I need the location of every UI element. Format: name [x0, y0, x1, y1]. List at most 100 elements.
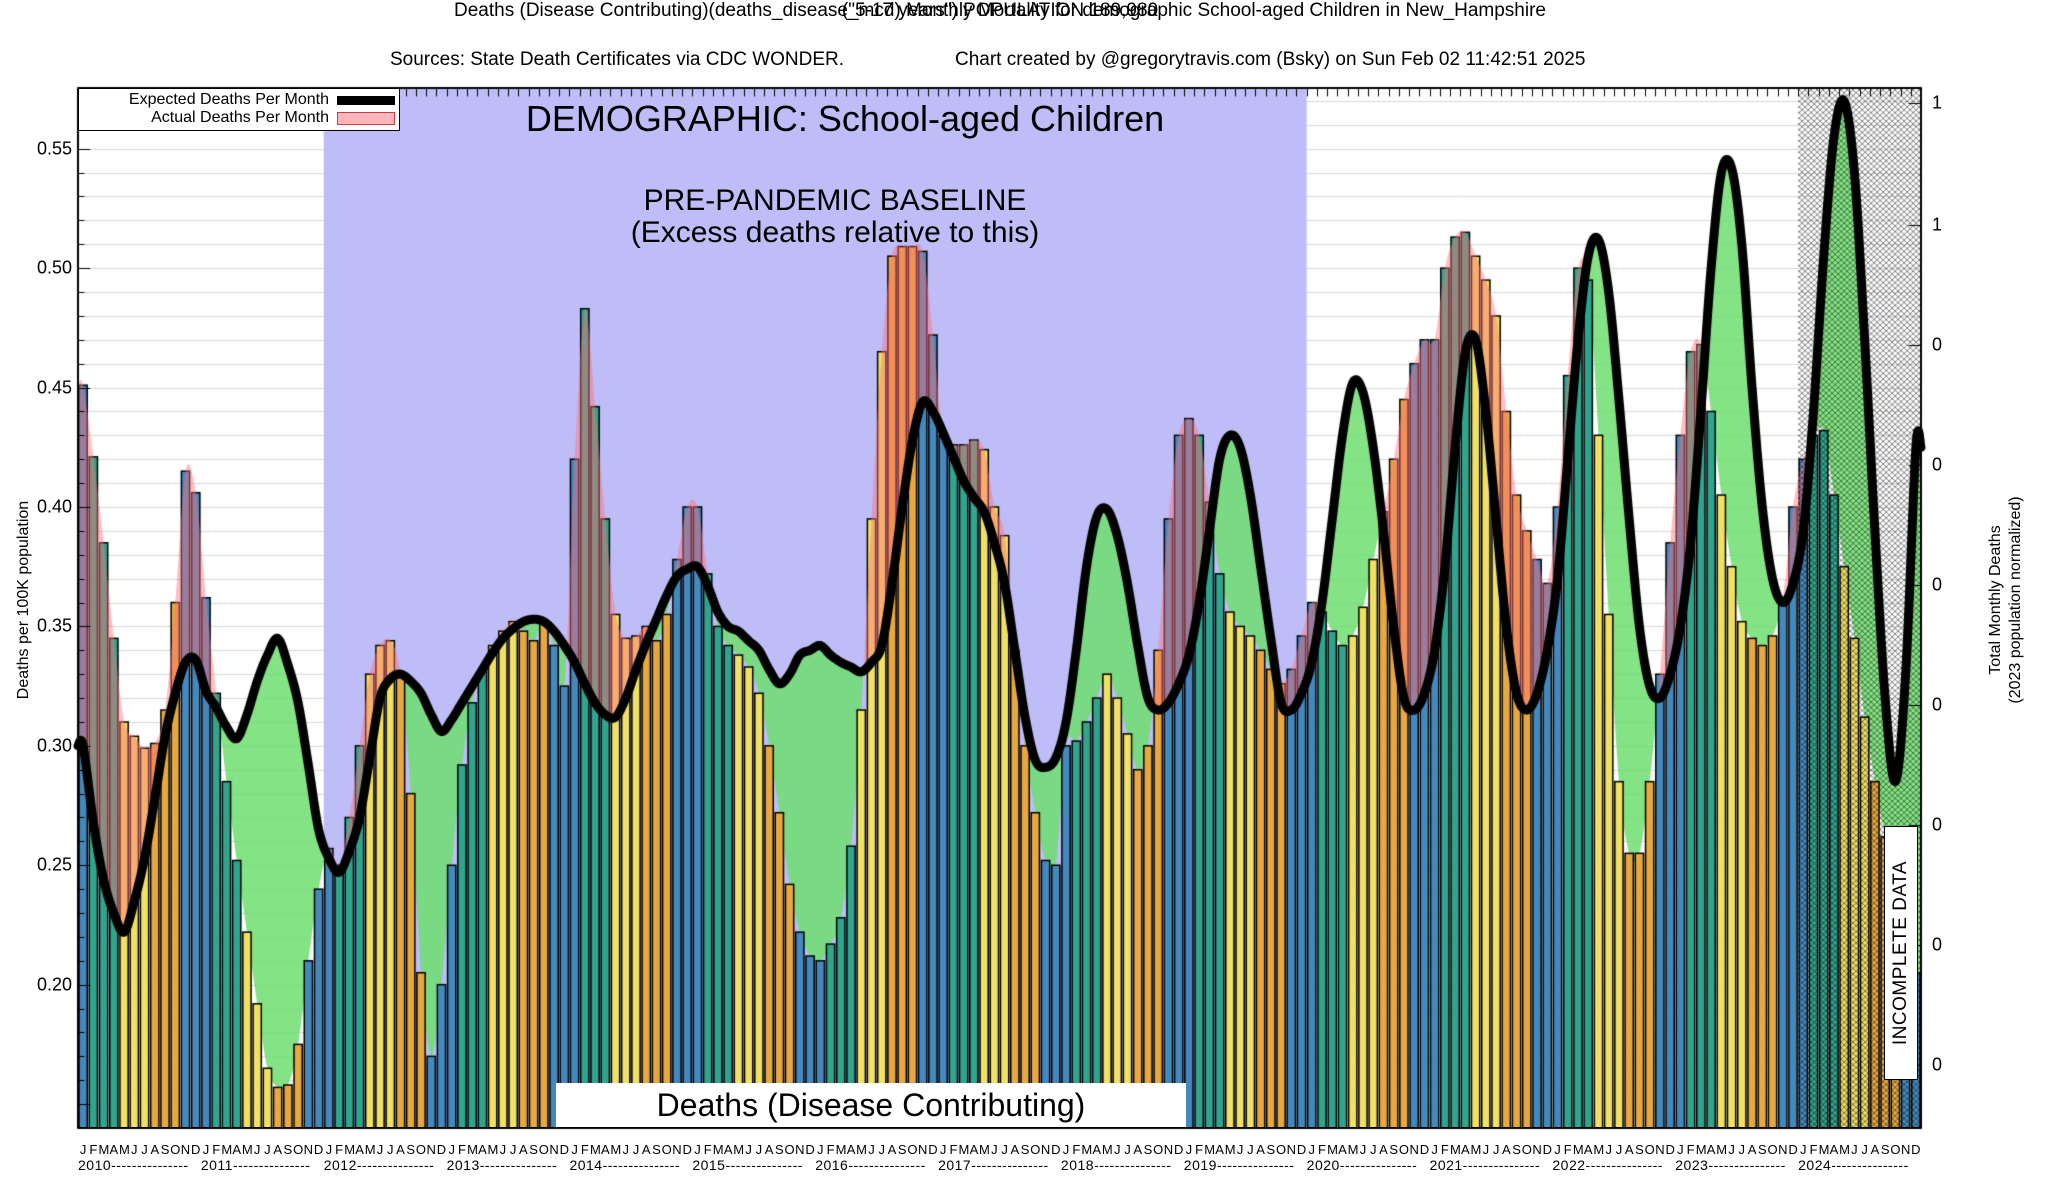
month-letter: J [499, 1142, 507, 1157]
month-letter: D [928, 1142, 938, 1157]
month-letter: A [1379, 1142, 1388, 1157]
month-letter: O [1521, 1142, 1532, 1157]
y-axis-tick-label-right: 1 [1932, 92, 1943, 113]
month-letter: J [1001, 1142, 1008, 1157]
month-letter: F [949, 1142, 958, 1157]
month-letter: N [1409, 1142, 1419, 1157]
year-label: 2015--------------- [692, 1157, 803, 1173]
year-label: 2018--------------- [1060, 1157, 1172, 1173]
month-letter: M [589, 1142, 601, 1157]
month-letter: S [1266, 1142, 1276, 1157]
month-letter: F [1072, 1142, 1081, 1157]
y-axis-tick-label-right: 0 [1932, 1054, 1943, 1075]
month-letter: M [610, 1142, 622, 1157]
year-label: 2012--------------- [323, 1157, 435, 1173]
month-letter: N [918, 1142, 928, 1157]
month-letter: D [1296, 1142, 1307, 1157]
month-letter: J [253, 1142, 261, 1157]
month-letter: J [1369, 1142, 1377, 1157]
y-axis-tick-label-right: 0 [1932, 574, 1943, 595]
month-letter: J [1359, 1142, 1367, 1157]
y-axis-tick-label-right: 0 [1932, 814, 1943, 835]
month-letter: J [632, 1142, 640, 1157]
month-letter: O [661, 1142, 672, 1157]
month-letter: A [1461, 1142, 1470, 1157]
month-letter: J [1113, 1142, 1121, 1157]
month-letter: A [1092, 1142, 1102, 1157]
month-letter: J [1185, 1142, 1193, 1157]
month-letter: J [1677, 1142, 1684, 1157]
month-letter: J [1605, 1142, 1612, 1157]
month-letter: M [1081, 1142, 1093, 1157]
year-label: 2016--------------- [815, 1157, 926, 1173]
year-label: 2024--------------- [1798, 1157, 1909, 1173]
month-letter: J [376, 1142, 384, 1157]
month-letter: O [1275, 1142, 1287, 1157]
month-letter: D [1173, 1142, 1184, 1157]
month-letter: S [1635, 1142, 1644, 1157]
month-letter: F [89, 1142, 98, 1157]
month-letter: J [991, 1142, 998, 1157]
month-letter: A [1501, 1142, 1511, 1157]
month-letter: M [98, 1142, 110, 1157]
month-letter: N [672, 1142, 682, 1157]
month-letter: A [1010, 1142, 1020, 1157]
month-letter: J [1308, 1142, 1316, 1157]
month-letter: O [293, 1142, 304, 1157]
month-letter: J [745, 1142, 752, 1157]
month-letter: A [887, 1142, 897, 1157]
month-letter: J [1062, 1142, 1070, 1157]
month-letter: A [1870, 1142, 1880, 1157]
month-letter: J [1492, 1142, 1500, 1157]
month-letter: M [221, 1142, 233, 1157]
month-letter: J [1247, 1142, 1254, 1157]
month-letter: J [1851, 1142, 1858, 1157]
month-letter: J [387, 1142, 394, 1157]
month-letter: M [1347, 1142, 1359, 1157]
legend-label-actual: Actual Deaths Per Month [151, 109, 329, 126]
month-letter: D [313, 1142, 324, 1157]
month-letter: F [826, 1142, 835, 1157]
chart-title-line1: Deaths (Disease Contributing)(deaths_dis… [454, 0, 1546, 21]
month-letter: A [764, 1142, 774, 1157]
month-letter: J [817, 1142, 824, 1157]
month-letter: O [415, 1142, 427, 1157]
month-letter: M [1695, 1142, 1707, 1157]
month-letter: J [1799, 1142, 1807, 1157]
incomplete-data-label-box: INCOMPLETE DATA [1884, 826, 1918, 1080]
month-letter: J [1728, 1142, 1735, 1157]
month-letter: M [733, 1142, 745, 1157]
year-label: 2011--------------- [200, 1157, 311, 1173]
month-letter: J [571, 1142, 578, 1157]
baseline-region-title: PRE-PANDEMIC BASELINE [643, 184, 1027, 217]
month-letter: N [549, 1142, 559, 1157]
month-letter: S [406, 1142, 416, 1157]
month-letter: O [784, 1142, 795, 1157]
year-label: 2021--------------- [1429, 1157, 1541, 1173]
year-label: 2017--------------- [938, 1157, 1049, 1173]
month-letter: F [335, 1142, 344, 1157]
month-letter: M [958, 1142, 970, 1157]
month-letter: A [478, 1142, 487, 1157]
month-letter: A [273, 1142, 282, 1157]
month-letter: J [1482, 1142, 1490, 1157]
month-letter: D [191, 1142, 201, 1157]
month-letter: M [856, 1142, 867, 1157]
month-letter: M [364, 1142, 376, 1157]
y-axis-tick-label-right: 0 [1932, 934, 1943, 955]
month-letter: N [1900, 1142, 1911, 1157]
month-letter: J [79, 1142, 87, 1157]
month-letter: D [436, 1142, 447, 1157]
month-letter: N [303, 1142, 314, 1157]
y-axis-tick-label-left: 0.35 [36, 615, 72, 636]
month-letter: F [703, 1142, 712, 1157]
year-label: 2022--------------- [1552, 1157, 1663, 1173]
month-letter: M [1101, 1142, 1113, 1157]
month-letter: N [795, 1142, 805, 1157]
month-letter: S [1757, 1142, 1767, 1157]
cause-of-death-label-box: Deaths (Disease Contributing) [556, 1083, 1186, 1127]
month-letter: A [641, 1142, 651, 1157]
month-letter: S [160, 1142, 170, 1157]
month-letter: A [1706, 1142, 1716, 1157]
month-letter: A [355, 1142, 364, 1157]
